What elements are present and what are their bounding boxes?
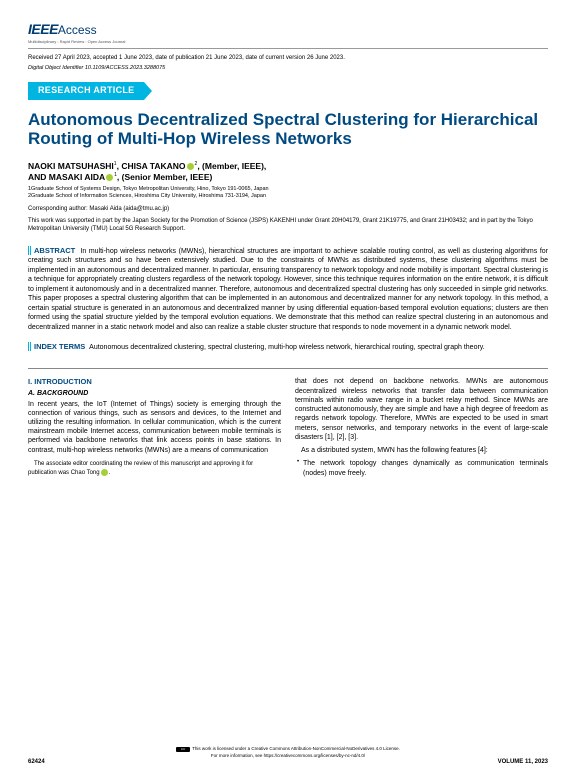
affil-1: 1Graduate School of Systems Design, Toky… (28, 186, 548, 193)
badge-arrow (144, 82, 152, 100)
list-item: The network topology changes dynamically… (295, 459, 548, 477)
funding-statement: This work was supported in part by the J… (28, 218, 548, 234)
orcid-icon (187, 163, 194, 170)
logo-tagline: Multidisciplinary : Rapid Review : Open … (28, 39, 125, 44)
journal-logo: IEEEAccess Multidisciplinary : Rapid Rev… (28, 20, 125, 44)
logo-prefix: IEEE (28, 21, 58, 37)
page-title: Autonomous Decentralized Spectral Cluste… (28, 110, 548, 149)
orcid-icon (106, 174, 113, 181)
column-left: I. INTRODUCTION A. BACKGROUND In recent … (28, 377, 281, 481)
corresponding-author: Corresponding author: Masaki Aida (aida@… (28, 206, 548, 214)
abstract-label: ABSTRACT (34, 246, 75, 255)
section-marker-icon (28, 246, 32, 255)
intro-p3: As a distributed system, MWN has the fol… (295, 446, 548, 455)
index-terms: INDEX TERMS Autonomous decentralized clu… (28, 342, 548, 352)
doi-line: Digital Object Identifier 10.1109/ACCESS… (28, 65, 548, 72)
section-marker-icon (28, 342, 32, 351)
orcid-icon (101, 469, 108, 476)
license-url: For more information, see https://creati… (28, 753, 548, 758)
author-3-role: , (Senior Member, IEEE) (117, 172, 212, 182)
section-heading: I. INTRODUCTION (28, 377, 281, 387)
author-list: NAOKI MATSUHASHI1, CHISA TAKANO2, (Membe… (28, 161, 548, 183)
cc-icon: CC (176, 747, 190, 752)
author-2-role: , (Member, IEEE), (197, 161, 266, 171)
intro-p1: In recent years, the IoT (Internet of Th… (28, 400, 281, 455)
index-text: Autonomous decentralized clustering, spe… (89, 344, 485, 351)
section-divider (28, 368, 548, 369)
author-1: NAOKI MATSUHASHI (28, 161, 114, 171)
and: AND (28, 172, 49, 182)
logo-suffix: Access (58, 23, 97, 37)
subsection-heading: A. BACKGROUND (28, 389, 281, 398)
page-number: 62424 (28, 759, 45, 767)
license-line: CCThis work is licensed under a Creative… (28, 746, 548, 751)
index-label: INDEX TERMS (34, 342, 85, 351)
abstract-text: In multi-hop wireless networks (MWNs), h… (28, 248, 548, 331)
abstract: ABSTRACT In multi-hop wireless networks … (28, 246, 548, 332)
intro-p2: that does not depend on backbone network… (295, 377, 548, 442)
top-divider (28, 48, 548, 49)
column-right: that does not depend on backbone network… (295, 377, 548, 481)
article-type-badge: RESEARCH ARTICLE (28, 82, 548, 100)
badge-text: RESEARCH ARTICLE (28, 82, 144, 100)
received-dates: Received 27 April 2023, accepted 1 June … (28, 55, 548, 63)
author-3: MASAKI AIDA (49, 172, 105, 182)
affiliations: 1Graduate School of Systems Design, Toky… (28, 186, 548, 200)
body-columns: I. INTRODUCTION A. BACKGROUND In recent … (28, 377, 548, 481)
editor-note: The associate editor coordinating the re… (28, 461, 281, 478)
page-footer: CCThis work is licensed under a Creative… (28, 746, 548, 767)
license-text-1: This work is licensed under a Creative C… (192, 746, 400, 751)
volume-info: VOLUME 11, 2023 (498, 759, 548, 767)
affil-2: 2Graduate School of Information Sciences… (28, 193, 548, 200)
author-2: CHISA TAKANO (121, 161, 185, 171)
